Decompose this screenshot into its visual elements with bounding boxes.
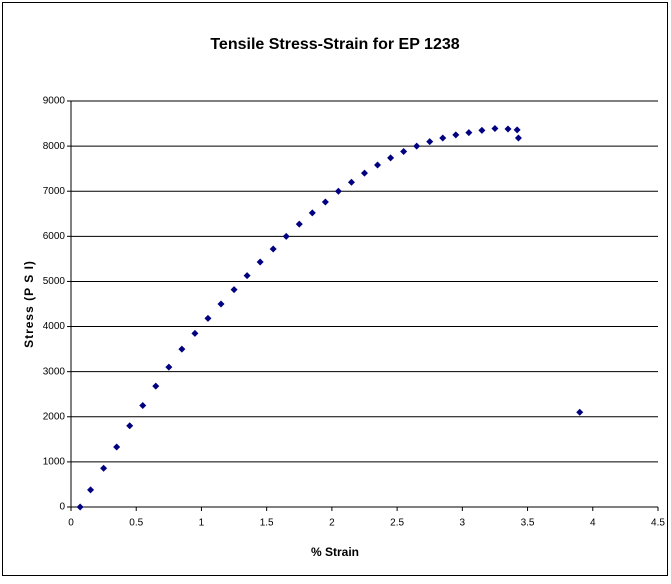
point	[513, 126, 521, 134]
point	[191, 329, 199, 337]
y-tick-label: 7000	[43, 186, 66, 197]
x-tick-label: 2	[329, 518, 335, 529]
y-axis-label: Stress (P S I)	[22, 260, 36, 348]
x-tick-label: 4.5	[651, 518, 665, 529]
point	[243, 272, 251, 280]
point	[178, 345, 186, 353]
chart-frame	[2, 2, 668, 576]
point	[295, 220, 303, 228]
x-tick-label: 0.5	[129, 518, 143, 529]
point	[452, 131, 460, 139]
point	[400, 148, 408, 156]
point	[576, 408, 584, 416]
point	[426, 138, 434, 146]
x-tick-label: 3	[460, 518, 466, 529]
point	[478, 126, 486, 134]
point	[439, 134, 447, 142]
x-tick-label: 2.5	[390, 518, 404, 529]
point	[87, 486, 95, 494]
y-tick-label: 6000	[43, 231, 66, 242]
point	[126, 422, 134, 430]
point	[113, 443, 121, 451]
y-tick-label: 5000	[43, 276, 66, 287]
x-tick-label: 1	[199, 518, 205, 529]
x-tick-label: 0	[68, 518, 74, 529]
point	[269, 245, 277, 253]
y-tick-label: 3000	[43, 366, 66, 377]
point	[413, 142, 421, 150]
point	[491, 125, 499, 133]
point	[465, 129, 473, 137]
y-tick-label: 8000	[43, 141, 66, 152]
point	[361, 169, 368, 177]
x-tick-label: 4	[590, 518, 596, 529]
point	[204, 314, 212, 322]
point	[76, 503, 84, 511]
point	[334, 187, 342, 195]
x-axis-label: % Strain	[311, 545, 359, 559]
x-tick-label: 1.5	[260, 518, 274, 529]
point	[514, 134, 522, 142]
point	[387, 154, 395, 162]
y-tick-label: 4000	[43, 321, 66, 332]
point	[256, 258, 264, 266]
point	[374, 161, 382, 169]
point	[217, 300, 225, 308]
point	[282, 232, 290, 240]
x-tick-label: 3.5	[521, 518, 535, 529]
y-tick-label: 9000	[43, 96, 66, 107]
point	[321, 198, 329, 206]
y-tick-label: 1000	[43, 457, 66, 468]
chart-title: Tensile Stress-Strain for EP 1238	[210, 36, 459, 53]
point	[230, 286, 238, 294]
y-tick-label: 2000	[43, 411, 66, 422]
point	[100, 464, 108, 472]
point	[504, 125, 512, 133]
point	[308, 209, 316, 217]
point	[139, 402, 147, 409]
y-tick-label: 0	[59, 502, 65, 513]
point	[347, 178, 355, 186]
point	[165, 363, 173, 371]
point	[152, 382, 160, 390]
